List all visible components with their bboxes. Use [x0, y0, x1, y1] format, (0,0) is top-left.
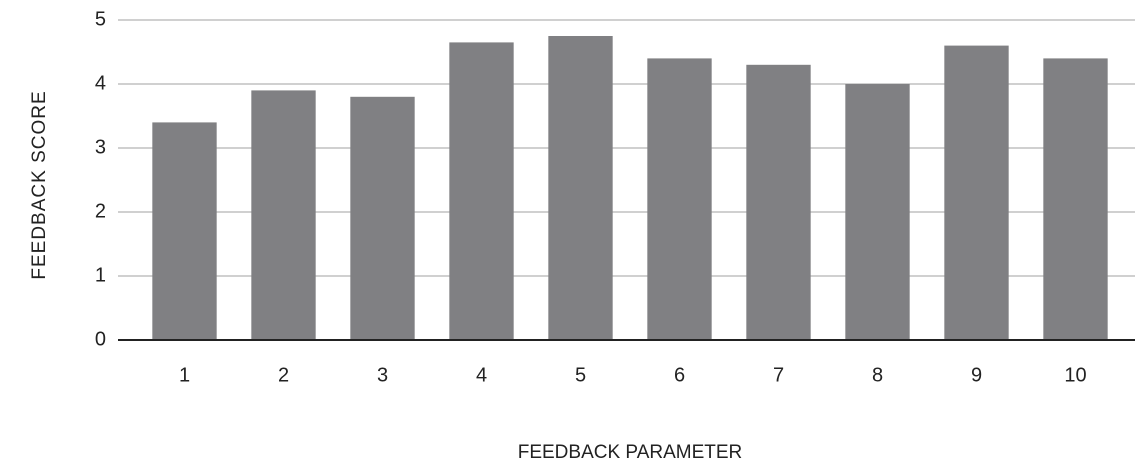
x-tick-label: 8	[872, 364, 883, 386]
bar	[548, 36, 613, 340]
bar	[152, 122, 217, 341]
x-tick-label: 4	[476, 364, 487, 386]
x-tick-label: 7	[773, 364, 784, 386]
bar	[251, 90, 316, 341]
x-tick-label: 9	[971, 364, 982, 386]
bar	[449, 42, 514, 341]
bar	[944, 45, 1009, 340]
x-tick-label: 3	[377, 364, 388, 386]
y-tick-label: 1	[95, 264, 106, 286]
y-tick-label: 3	[95, 136, 106, 158]
x-tick-label: 1	[179, 364, 190, 386]
bar	[1043, 58, 1108, 341]
x-tick-label: 5	[575, 364, 586, 386]
bar	[647, 58, 712, 341]
y-tick-label: 0	[95, 328, 106, 350]
y-tick-label: 4	[95, 72, 106, 94]
y-tick-label: 5	[95, 8, 106, 30]
y-axis-title: FEEDBACK SCORE	[29, 90, 50, 279]
x-tick-label: 6	[674, 364, 685, 386]
x-tick-label: 10	[1064, 364, 1086, 386]
bar	[845, 84, 910, 340]
bar	[350, 96, 415, 340]
x-axis-title: FEEDBACK PARAMETER	[518, 442, 743, 463]
bar	[746, 64, 811, 341]
x-tick-label: 2	[278, 364, 289, 386]
y-tick-label: 2	[95, 200, 106, 222]
